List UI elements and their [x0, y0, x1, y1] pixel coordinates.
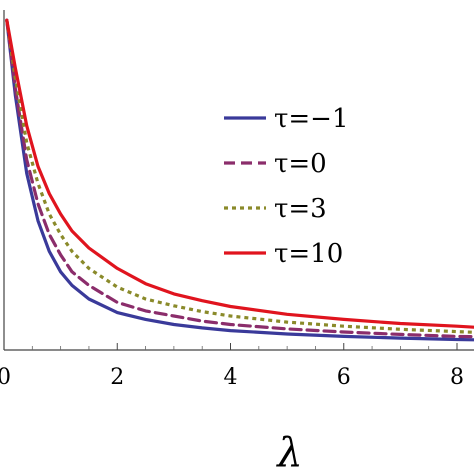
x-axis-title: λ	[275, 430, 302, 474]
series-line-0	[5, 18, 474, 342]
x-tick-label: 4	[224, 365, 238, 390]
x-tick-label: 6	[337, 365, 351, 390]
x-axis-ticks: 0 2 4 6 8	[0, 343, 464, 390]
legend-label-0: τ=−1	[274, 104, 349, 134]
legend-label-3: τ=10	[274, 239, 343, 269]
x-tick-label: 2	[110, 365, 124, 390]
x-tick-label: 0	[0, 365, 11, 390]
legend: τ=−1 τ=0 τ=3 τ=10	[224, 104, 349, 269]
series-line-2	[5, 19, 474, 334]
legend-label-1: τ=0	[274, 149, 327, 179]
series-layer	[5, 18, 474, 342]
series-line-1	[5, 18, 474, 339]
x-tick-label: 8	[450, 365, 464, 390]
plot-frame	[3, 10, 474, 351]
legend-label-2: τ=3	[274, 194, 327, 224]
series-line-3	[5, 18, 474, 329]
